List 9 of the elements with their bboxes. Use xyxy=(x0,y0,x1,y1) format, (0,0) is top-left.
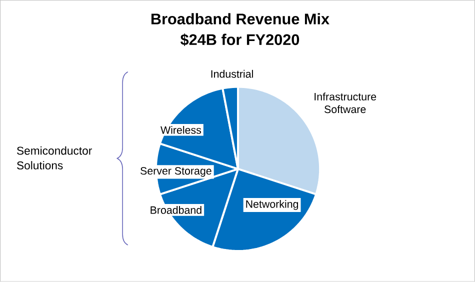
text: Semiconductor Solutions xyxy=(17,146,92,170)
chart-subtitle: $24B for FY2020 xyxy=(180,34,300,46)
slice-label: Infrastructure Software xyxy=(314,92,376,114)
slice-label: Wireless xyxy=(160,126,202,134)
slice-label: Networking xyxy=(246,200,298,210)
slice-label: Server Storage xyxy=(140,167,212,177)
slice-label: Industrial xyxy=(211,70,253,78)
chart-title: Broadband Revenue Mix xyxy=(151,13,330,25)
slice-label: Broadband xyxy=(150,206,202,214)
